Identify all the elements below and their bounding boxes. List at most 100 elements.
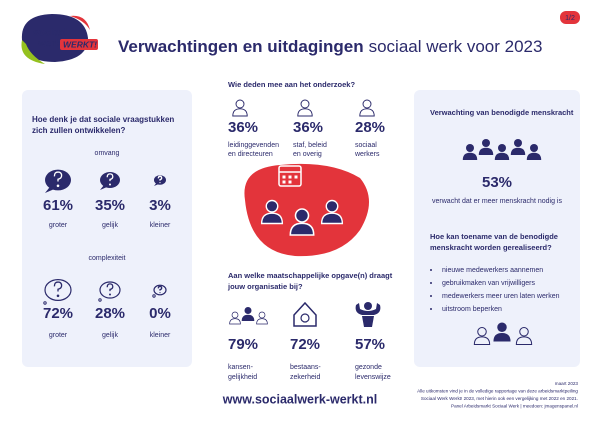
bullet-text: gebruikmaken van vrijwilligers <box>442 280 535 287</box>
percentage: 72% <box>43 305 73 322</box>
question-dot <box>109 183 111 186</box>
item-label: gezonde <box>355 364 382 371</box>
person-body <box>320 212 344 225</box>
item-label: en overig <box>293 151 322 158</box>
person-body <box>510 147 526 155</box>
person-icon <box>462 144 478 160</box>
question: Aan welke maatschappelijke opgave(n) dra… <box>228 271 393 280</box>
percentage: 57% <box>355 336 385 353</box>
item-label: kansen- <box>228 364 254 371</box>
percentage: 28% <box>95 305 125 322</box>
person-body <box>526 152 542 160</box>
item-label: gelijkheid <box>228 374 257 381</box>
person-head <box>300 99 310 109</box>
person-icon <box>241 307 255 321</box>
bullet-dot <box>430 308 432 310</box>
calendar <box>278 165 302 187</box>
person-icon <box>478 139 494 155</box>
logo-tag: WERKT! <box>63 39 97 49</box>
bubble-icon <box>154 175 166 186</box>
percentage: 61% <box>43 197 73 214</box>
bubble-icon <box>100 172 120 190</box>
person-head <box>530 144 538 152</box>
item-label: leidinggevenden <box>228 142 279 149</box>
person-body <box>359 108 375 117</box>
person-head <box>231 311 239 319</box>
person-head <box>325 199 339 213</box>
bullet-dot <box>430 295 432 297</box>
bubble-tail <box>154 183 159 186</box>
person-body <box>297 108 313 117</box>
percentage: 3% <box>149 197 171 214</box>
bullet-text: medewerkers meer uren laten werken <box>442 293 560 300</box>
percentage: 72% <box>290 336 320 353</box>
item-label: gelijk <box>102 222 118 229</box>
question-glyph <box>53 171 63 182</box>
person-head <box>497 322 507 332</box>
bubble-tail <box>100 185 107 190</box>
calendar-day <box>288 180 292 184</box>
page-number: 1/2 <box>565 15 575 22</box>
thought-bubble <box>153 284 167 296</box>
logo-text: sociaal <box>33 28 67 39</box>
person-head <box>477 326 487 337</box>
question-dot <box>56 294 60 298</box>
bubble-icon <box>152 284 167 298</box>
person-head <box>258 311 266 319</box>
page-title: Verwachtingen en uitdagingen sociaal werk… <box>118 37 542 56</box>
bubble-tail <box>45 186 55 193</box>
strength-icon <box>355 302 381 327</box>
person-body <box>473 336 491 346</box>
person-body <box>515 336 533 346</box>
person-icon <box>359 99 375 117</box>
person-head <box>498 144 506 152</box>
percentage: 0% <box>149 305 171 322</box>
head <box>364 302 372 310</box>
person-body <box>260 212 284 225</box>
person-body <box>256 318 268 325</box>
item-label: staf, beleid <box>293 142 327 149</box>
calendar-icon <box>278 165 302 187</box>
calendar-day <box>282 175 286 179</box>
title-rest: sociaal werk voor 2023 <box>369 37 543 56</box>
person-head <box>466 144 474 152</box>
item-label: groter <box>49 222 68 229</box>
footnote: Panel Arbeidsmarkt Sociaal Werk | meedoe… <box>451 404 578 409</box>
item-label: levenswijze <box>355 374 391 381</box>
question-dot <box>56 184 60 188</box>
coin <box>300 313 310 323</box>
question: zich zullen ontwikkelen? <box>32 126 125 135</box>
person-head <box>519 326 529 337</box>
person-head <box>294 208 310 223</box>
person-body <box>494 152 510 160</box>
person-head <box>265 199 279 213</box>
person-icon <box>229 311 241 325</box>
thought-dot <box>43 301 47 305</box>
house <box>293 301 317 327</box>
question-glyph <box>53 281 63 292</box>
percentage: 53% <box>482 174 512 191</box>
section-heading: complexiteit <box>89 255 126 262</box>
question-dot <box>109 293 111 296</box>
logo-accent-red <box>70 15 90 30</box>
bullet-dot <box>430 269 432 271</box>
person-icon <box>494 144 510 160</box>
percentage: 36% <box>228 119 258 136</box>
percentage: 36% <box>293 119 323 136</box>
question-glyph <box>157 285 163 291</box>
torso <box>362 316 374 327</box>
calendar-day <box>282 180 286 184</box>
item-label: zekerheid <box>290 374 320 381</box>
logo-text: werk <box>37 39 61 50</box>
item-label: kleiner <box>150 332 171 339</box>
person-head <box>362 99 372 109</box>
person-body <box>462 152 478 160</box>
caption: verwacht dat er meer menskracht nodig is <box>432 198 562 205</box>
question-glyph <box>157 175 163 181</box>
right-panel <box>414 90 580 367</box>
person-head <box>482 139 490 147</box>
person-body <box>289 222 315 236</box>
thought-bubble <box>99 281 121 299</box>
question-glyph <box>106 283 114 292</box>
